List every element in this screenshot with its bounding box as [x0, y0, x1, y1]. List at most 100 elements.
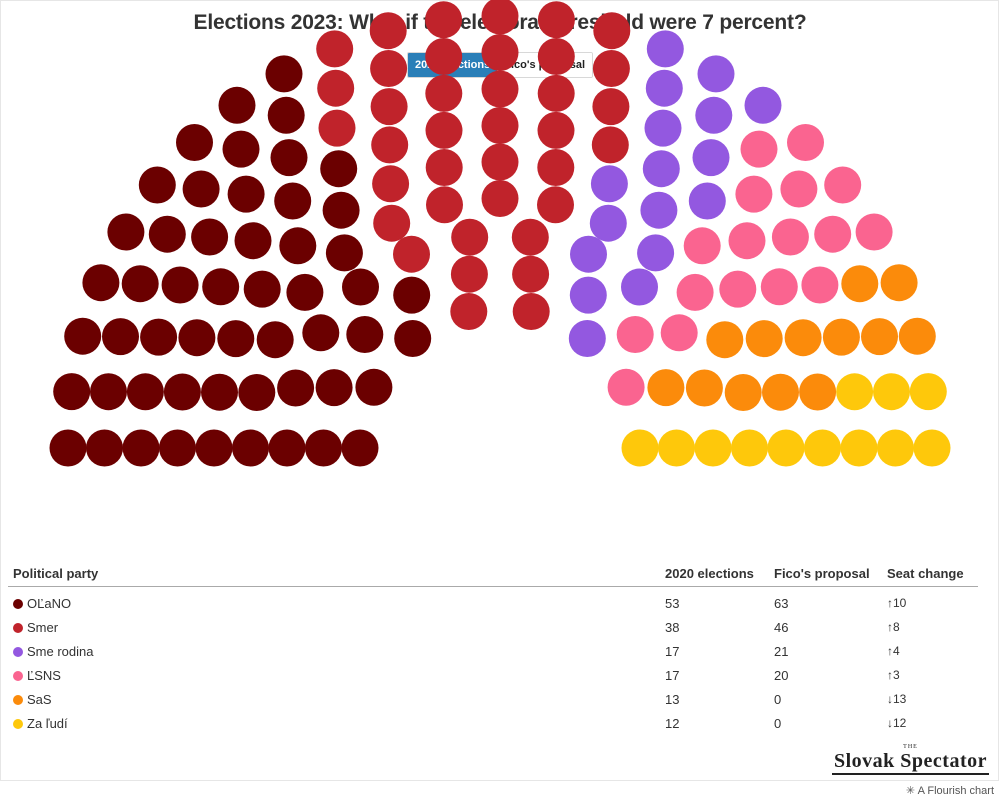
seat-o-ano[interactable]	[322, 191, 360, 229]
seat-sas[interactable]	[799, 373, 837, 411]
seat-za-ud-[interactable]	[913, 429, 951, 467]
seat--sns[interactable]	[735, 175, 773, 213]
seat-sme-rodina[interactable]	[640, 191, 678, 229]
seat-o-ano[interactable]	[195, 429, 233, 467]
seat--sns[interactable]	[719, 270, 757, 308]
seat-sas[interactable]	[784, 319, 822, 357]
seat-smer[interactable]	[426, 186, 463, 224]
seat-o-ano[interactable]	[182, 170, 220, 208]
seat-o-ano[interactable]	[315, 369, 353, 407]
seat-o-ano[interactable]	[265, 55, 303, 93]
seat-o-ano[interactable]	[320, 150, 358, 188]
seat-sme-rodina[interactable]	[695, 96, 733, 134]
seat-o-ano[interactable]	[49, 429, 87, 467]
seat-sas[interactable]	[841, 265, 879, 303]
seat-smer[interactable]	[318, 109, 356, 147]
seat-o-ano[interactable]	[202, 268, 240, 306]
seat-sme-rodina[interactable]	[642, 150, 680, 188]
seat--sns[interactable]	[728, 222, 766, 260]
seat-o-ano[interactable]	[121, 265, 159, 303]
seat--sns[interactable]	[801, 266, 839, 304]
seat--sns[interactable]	[855, 213, 893, 251]
seat--sns[interactable]	[683, 227, 721, 265]
seat-smer[interactable]	[481, 0, 519, 35]
seat-za-ud-[interactable]	[909, 373, 947, 411]
seat-smer[interactable]	[481, 107, 519, 144]
seat-o-ano[interactable]	[277, 369, 315, 407]
seat--sns[interactable]	[771, 218, 809, 256]
seat-sas[interactable]	[745, 320, 783, 358]
seat-o-ano[interactable]	[90, 373, 127, 411]
seat-smer[interactable]	[537, 186, 574, 224]
seat-o-ano[interactable]	[355, 368, 393, 406]
seat-sme-rodina[interactable]	[637, 234, 675, 272]
seat--sns[interactable]	[660, 314, 698, 352]
seat-o-ano[interactable]	[256, 321, 294, 359]
seat-smer[interactable]	[537, 38, 575, 75]
seat-smer[interactable]	[425, 149, 463, 186]
seat-o-ano[interactable]	[161, 266, 199, 304]
seat-sme-rodina[interactable]	[697, 55, 735, 93]
seat-za-ud-[interactable]	[658, 429, 695, 467]
seat-o-ano[interactable]	[218, 86, 256, 124]
seat-o-ano[interactable]	[138, 166, 176, 204]
seat-smer[interactable]	[370, 88, 408, 126]
seat-smer[interactable]	[481, 70, 519, 108]
seat-o-ano[interactable]	[126, 373, 164, 411]
seat--sns[interactable]	[824, 166, 862, 204]
seat-sas[interactable]	[706, 321, 744, 359]
seat-smer[interactable]	[481, 34, 519, 71]
seat-za-ud-[interactable]	[694, 429, 732, 467]
seat-smer[interactable]	[537, 74, 575, 112]
seat-smer[interactable]	[481, 180, 519, 217]
seat-o-ano[interactable]	[178, 319, 216, 357]
seat-o-ano[interactable]	[176, 124, 213, 161]
seat-sme-rodina[interactable]	[621, 268, 658, 306]
seat-smer[interactable]	[512, 255, 550, 293]
seat-smer[interactable]	[316, 30, 354, 68]
seat--sns[interactable]	[676, 273, 714, 311]
seat-o-ano[interactable]	[232, 429, 269, 467]
seat-o-ano[interactable]	[163, 373, 201, 411]
seat-smer[interactable]	[591, 126, 629, 164]
seat-smer[interactable]	[370, 50, 408, 87]
seat-o-ano[interactable]	[82, 264, 120, 302]
seat-o-ano[interactable]	[191, 218, 229, 256]
seat-o-ano[interactable]	[53, 373, 91, 411]
seat-sme-rodina[interactable]	[646, 30, 684, 68]
seat-o-ano[interactable]	[393, 276, 431, 314]
seat-o-ano[interactable]	[222, 130, 260, 168]
seat-smer[interactable]	[592, 88, 630, 126]
seat-smer[interactable]	[372, 165, 410, 203]
seat-smer[interactable]	[451, 218, 489, 256]
seat-o-ano[interactable]	[217, 320, 255, 358]
seat-sas[interactable]	[861, 318, 898, 356]
seat-o-ano[interactable]	[286, 273, 324, 311]
seat-smer[interactable]	[481, 143, 519, 181]
seat-o-ano[interactable]	[243, 270, 281, 308]
seat-smer[interactable]	[425, 74, 463, 112]
seat-o-ano[interactable]	[341, 429, 379, 467]
seat-o-ano[interactable]	[159, 429, 196, 467]
seat-o-ano[interactable]	[107, 213, 145, 251]
flourish-credit[interactable]: ✳ A Flourish chart	[905, 785, 994, 797]
seat-za-ud-[interactable]	[621, 429, 659, 467]
seat-smer[interactable]	[425, 1, 463, 39]
seat-smer[interactable]	[373, 204, 411, 242]
seat-smer[interactable]	[450, 293, 488, 330]
seat-sas[interactable]	[822, 318, 860, 356]
seat-smer[interactable]	[537, 1, 575, 39]
seat-o-ano[interactable]	[394, 320, 432, 357]
seat-o-ano[interactable]	[86, 429, 123, 467]
seat-o-ano[interactable]	[201, 373, 238, 411]
seat-o-ano[interactable]	[122, 429, 160, 467]
seat-smer[interactable]	[537, 149, 575, 186]
seat-o-ano[interactable]	[102, 318, 139, 356]
seat-sas[interactable]	[685, 369, 723, 407]
seat-sas[interactable]	[762, 373, 799, 411]
seat-sme-rodina[interactable]	[590, 165, 628, 203]
seat-o-ano[interactable]	[234, 222, 272, 260]
seat-za-ud-[interactable]	[804, 429, 841, 467]
seat-o-ano[interactable]	[238, 374, 276, 411]
seat-sme-rodina[interactable]	[688, 182, 726, 220]
